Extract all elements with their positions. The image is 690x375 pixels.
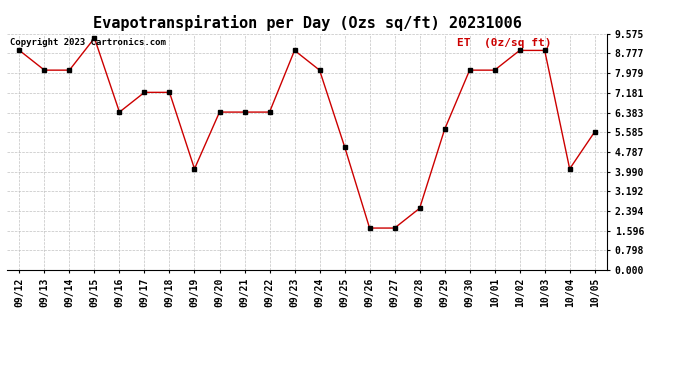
Text: ET  (0z/sq ft): ET (0z/sq ft) — [457, 39, 551, 48]
Title: Evapotranspiration per Day (Ozs sq/ft) 20231006: Evapotranspiration per Day (Ozs sq/ft) 2… — [92, 15, 522, 31]
Text: Copyright 2023 Cartronics.com: Copyright 2023 Cartronics.com — [10, 39, 166, 48]
